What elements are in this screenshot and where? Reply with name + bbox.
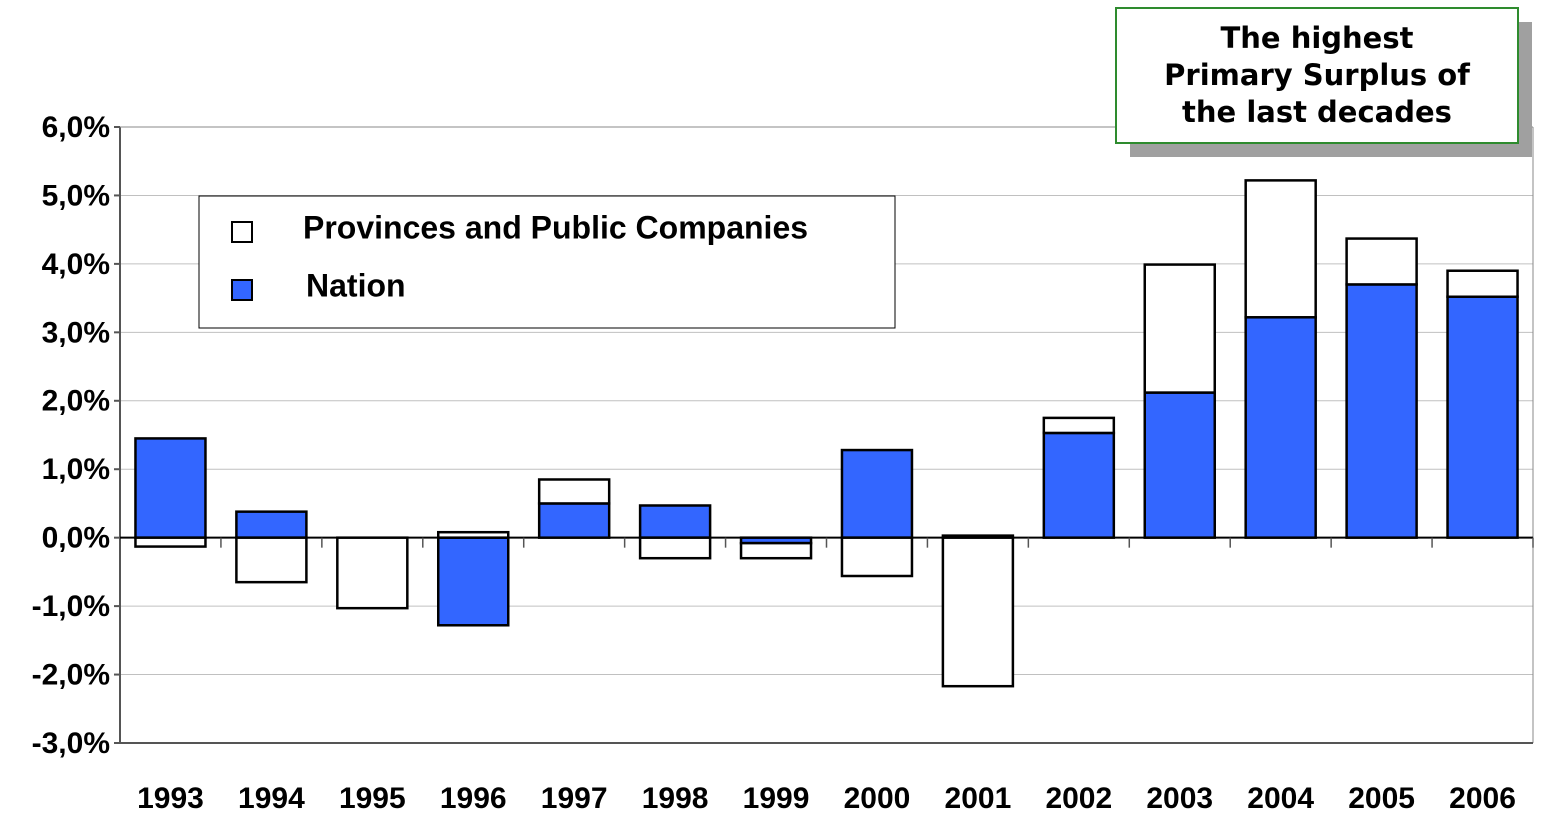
y-tick-label: -1,0%	[32, 590, 110, 623]
bar	[840, 448, 914, 539]
x-tick-label: 1993	[137, 782, 204, 815]
x-tick-label: 2001	[945, 782, 1012, 815]
legend-swatch	[231, 221, 253, 243]
y-tick-label: 4,0%	[42, 248, 110, 281]
bar	[638, 536, 712, 560]
bar	[134, 437, 207, 539]
x-tick-label: 2006	[1449, 782, 1516, 815]
x-tick-label: 2004	[1247, 782, 1314, 815]
bar	[1143, 391, 1216, 539]
bar	[739, 541, 813, 560]
x-tick-label: 1998	[642, 782, 709, 815]
x-tick-label: 1997	[541, 782, 608, 815]
bar	[437, 536, 510, 627]
y-tick-label: 5,0%	[42, 179, 110, 212]
bar	[336, 536, 409, 610]
x-tick-label: 1995	[339, 782, 406, 815]
x-tick-label: 1994	[238, 782, 305, 815]
bar	[1446, 295, 1519, 539]
bar	[537, 478, 611, 505]
bar	[1244, 179, 1317, 319]
legend-box	[198, 195, 896, 329]
bar	[840, 536, 914, 578]
bar	[134, 536, 207, 548]
x-tick-label: 2005	[1348, 782, 1415, 815]
y-tick-label: 3,0%	[42, 316, 110, 349]
y-tick-label: 2,0%	[42, 385, 110, 418]
legend-label: Nation	[306, 267, 406, 303]
y-tick-label: 6,0%	[42, 111, 110, 144]
bar	[1143, 263, 1216, 394]
x-tick-label: 1996	[440, 782, 507, 815]
bar	[638, 504, 712, 539]
x-tick-label: 2003	[1146, 782, 1213, 815]
annotation-text: the last decades	[1182, 95, 1452, 129]
bar	[537, 502, 611, 539]
bar	[1345, 283, 1418, 539]
x-tick-label: 2000	[844, 782, 911, 815]
x-tick-label: 2002	[1045, 782, 1112, 815]
x-tick-label: 1999	[743, 782, 810, 815]
y-tick-label: 0,0%	[42, 522, 110, 555]
bar	[235, 536, 308, 584]
bar	[1446, 269, 1519, 298]
annotation-text: Primary Surplus of	[1164, 58, 1470, 92]
y-tick-label: -2,0%	[32, 658, 110, 691]
bar	[1042, 416, 1116, 435]
annotation-box	[1115, 7, 1519, 144]
y-tick-label: -3,0%	[32, 727, 110, 760]
y-tick-label: 1,0%	[42, 453, 110, 486]
bar	[1042, 431, 1116, 539]
bar	[1244, 316, 1317, 539]
bar	[235, 510, 308, 539]
bar	[1345, 237, 1418, 286]
annotation-text: The highest	[1221, 21, 1414, 55]
bar	[941, 536, 1015, 688]
legend-swatch	[231, 279, 253, 301]
legend-label: Provinces and Public Companies	[303, 209, 808, 245]
